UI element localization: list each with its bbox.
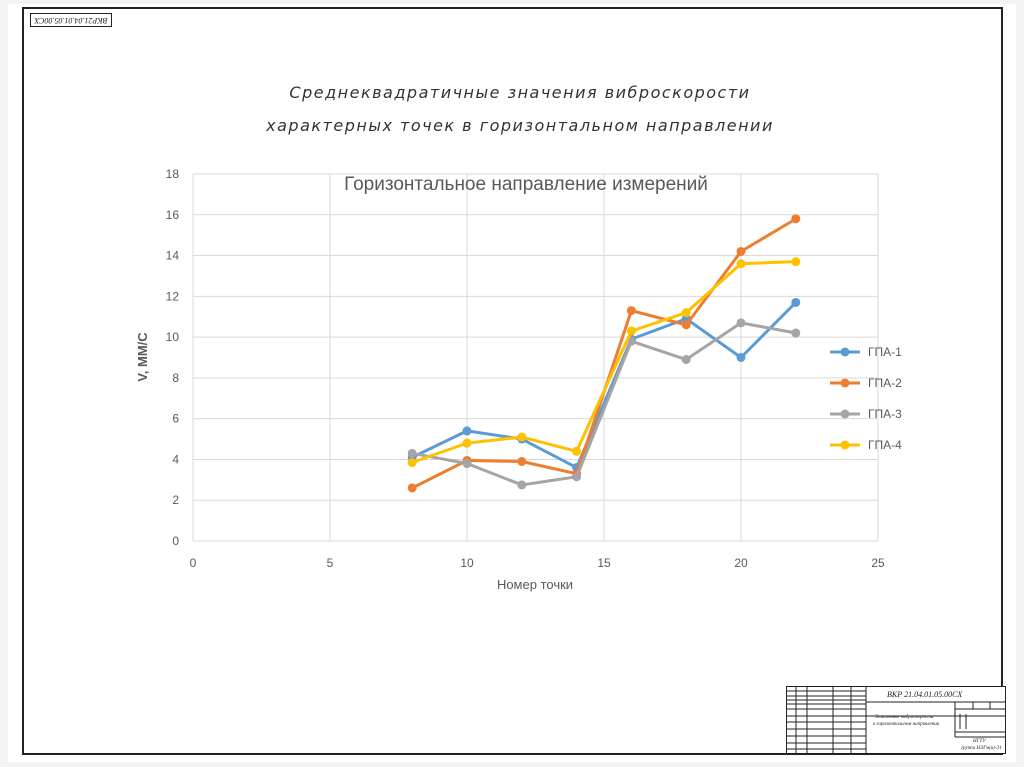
y-tick-label: 8 (172, 371, 179, 385)
chart-grid (192, 173, 879, 542)
series-point (572, 446, 582, 456)
x-tick-label: 0 (190, 556, 197, 570)
chart-title: Горизонтальное направление измерений (344, 174, 708, 195)
y-axis-label: V, ММ/С (135, 332, 150, 382)
series-point (791, 297, 801, 307)
series-point (407, 483, 417, 493)
stamp-designation: ВКР 21.04.01.05.00СХ (887, 690, 963, 699)
series-point (791, 328, 801, 338)
y-tick-label: 6 (172, 412, 179, 426)
stamp-description-line-1: Эталонные виброскорости (875, 715, 934, 720)
series-line-4 (411, 260, 796, 464)
drawing-title-line-2: характерных точек в горизонтальном напра… (266, 116, 774, 135)
drawing-frame (22, 7, 1003, 755)
legend-label: ГПА-1 (868, 345, 902, 359)
legend-item-4: ГПА-4 (830, 438, 902, 452)
legend-item-2: ГПА-2 (830, 376, 902, 390)
x-axis-label: Номер точки (497, 577, 573, 592)
y-tick-label: 12 (166, 289, 180, 303)
y-tick-label: 14 (166, 249, 180, 263)
series-point (791, 257, 801, 267)
title-block-stamp: ВКР 21.04.01.05.00СХ Эталонные виброскор… (786, 686, 1006, 754)
y-tick-label: 2 (172, 493, 179, 507)
y-tick-label: 10 (166, 330, 180, 344)
y-tick-label: 0 (172, 534, 179, 548)
series-point (736, 318, 746, 328)
series-point (681, 320, 691, 330)
series-4 (407, 257, 801, 468)
chart-legend: ГПА-1 ГПА-2 ГПА-3 ГПА-4 (830, 345, 902, 452)
y-tick-label: 18 (166, 167, 180, 181)
series-point (681, 355, 691, 365)
series-point (517, 432, 527, 442)
series-point (736, 259, 746, 269)
x-tick-label: 15 (597, 556, 611, 570)
legend-swatch-marker (840, 347, 850, 357)
legend-item-3: ГПА-3 (830, 407, 902, 421)
series-point (517, 480, 527, 490)
series-point (407, 448, 417, 458)
legend-label: ГПА-2 (868, 376, 902, 390)
chart-series (407, 214, 801, 493)
stamp-organization-line-2: группа НЭГм(и)-31 (961, 746, 1002, 751)
series-point (462, 426, 472, 436)
series-point (736, 353, 746, 362)
series-point (462, 459, 472, 469)
series-point (626, 306, 636, 316)
stamp-description-line-2: в горизонтальном направлении (873, 722, 940, 727)
legend-item-1: ГПА-1 (830, 345, 902, 359)
series-line-1 (411, 301, 797, 470)
legend-swatch-marker (840, 409, 850, 419)
x-tick-label: 5 (327, 556, 334, 570)
series-point (736, 246, 746, 256)
x-tick-label: 25 (871, 556, 885, 570)
stamp-organization-line-1: НГТУ (973, 739, 986, 744)
stamp-grid (787, 687, 1005, 753)
series-point (517, 456, 527, 466)
series-point (462, 438, 472, 448)
series-point (626, 326, 636, 336)
series-point (407, 458, 417, 468)
series-point (791, 214, 801, 224)
legend-label: ГПА-4 (868, 438, 902, 452)
series-line-3 (411, 321, 797, 487)
x-tick-label: 10 (460, 556, 474, 570)
y-tick-label: 4 (172, 452, 179, 466)
legend-swatch-marker (840, 440, 850, 450)
y-tick-label: 16 (166, 208, 180, 222)
legend-swatch-marker (840, 378, 850, 388)
chart-axes: 0 2 4 6 8 10 12 14 16 18 0 5 10 15 20 25 (166, 167, 885, 570)
series-point (572, 472, 582, 482)
drawing-title-line-1: Среднеквадратичные значения виброскорост… (289, 83, 751, 102)
series-point (681, 308, 691, 318)
x-tick-label: 20 (734, 556, 748, 570)
legend-label: ГПА-3 (868, 407, 902, 421)
